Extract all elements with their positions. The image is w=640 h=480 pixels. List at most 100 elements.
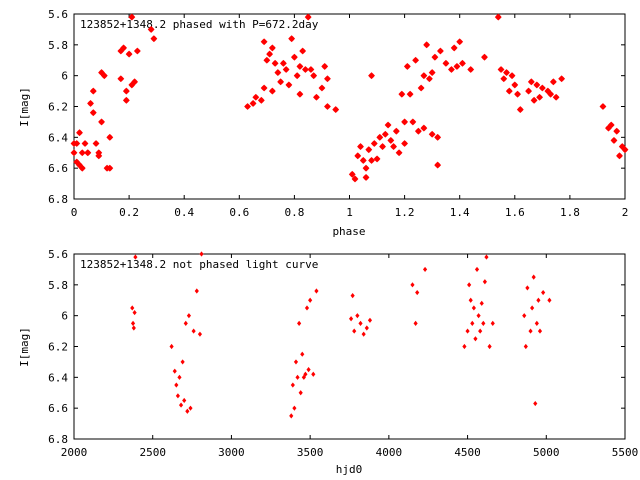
phased-xtick-label: 1.8	[560, 206, 580, 219]
phased-data-point	[268, 44, 276, 52]
phased-data-point	[530, 96, 538, 104]
phased-plot-frame	[73, 13, 626, 200]
phased-xtick-label: 2	[622, 206, 629, 219]
unphased-data-point	[130, 305, 135, 311]
phased-data-point	[285, 81, 293, 89]
phased-data-point	[257, 96, 265, 104]
unphased-data-point	[174, 382, 179, 388]
phased-data-point	[81, 140, 89, 147]
phased-y-axis-label: I[mag]	[18, 87, 31, 127]
unphased-data-point	[175, 393, 180, 399]
phased-data-point	[503, 69, 510, 76]
phased-data-point	[379, 143, 386, 150]
unphased-ytick-label: 6.8	[48, 433, 68, 446]
phased-data-point	[304, 13, 312, 21]
phased-xtick-label: 1.2	[395, 206, 415, 219]
phased-data-point	[456, 38, 464, 46]
phased-data-point	[260, 84, 268, 92]
unphased-data-point	[534, 320, 539, 326]
phased-data-points	[70, 13, 629, 183]
phased-data-point	[106, 164, 114, 172]
unphased-xtick-label: 5000	[533, 446, 560, 459]
phased-data-point	[313, 93, 320, 101]
unphased-data-point	[490, 320, 495, 326]
phased-data-point	[370, 140, 378, 147]
phased-data-point	[122, 96, 130, 104]
unphased-data-point	[131, 325, 136, 331]
unphased-data-point	[537, 328, 543, 334]
unphased-xtick-label: 3500	[297, 446, 324, 459]
phased-data-point	[549, 78, 557, 86]
phased-ytick-label: 6.2	[48, 101, 68, 114]
phased-data-point	[448, 66, 455, 73]
unphased-x-axis-label: hjd0	[336, 463, 363, 476]
phased-data-point	[431, 53, 439, 61]
phased-data-point	[84, 149, 92, 157]
phased-data-point	[500, 75, 508, 83]
phased-light-curve-chart: 123852+1348.2 phased with P=672.2day 5.6…	[18, 8, 629, 238]
unphased-data-point	[547, 297, 552, 303]
unphased-ytick-label: 6.2	[48, 341, 68, 354]
phased-data-point	[481, 53, 488, 61]
phased-data-point	[368, 72, 375, 80]
phased-xtick-label: 0.2	[119, 206, 139, 219]
phased-data-point	[302, 66, 309, 73]
phased-data-point	[324, 75, 331, 83]
unphased-data-point	[132, 309, 137, 316]
unphased-data-point	[180, 359, 185, 365]
phased-data-point	[282, 66, 290, 73]
phased-data-point	[514, 90, 521, 98]
unphased-data-point	[130, 320, 136, 326]
phased-data-point	[291, 53, 298, 61]
phased-x-axis: 0 0.2 0.4 0.6 0.8 1 1.2 1.4 1.6 1.8 2	[71, 14, 629, 219]
phased-data-point	[538, 84, 546, 92]
phased-data-point	[621, 146, 629, 154]
phased-data-point	[497, 66, 505, 73]
unphased-data-point	[533, 400, 538, 407]
unphased-data-point	[462, 343, 467, 350]
unphased-xtick-label: 5500	[612, 446, 639, 459]
unphased-data-points	[130, 251, 552, 419]
unphased-data-point	[304, 305, 310, 311]
phased-data-point	[434, 161, 442, 169]
unphased-data-point	[415, 289, 420, 296]
phased-data-point	[533, 81, 541, 89]
phased-data-point	[426, 75, 433, 83]
unphased-data-point	[482, 279, 487, 285]
phased-data-point	[293, 72, 301, 80]
phased-data-point	[527, 78, 535, 86]
phased-ytick-label: 5.8	[48, 39, 68, 52]
phased-data-point	[428, 69, 436, 76]
phased-data-point	[307, 66, 315, 73]
unphased-data-point	[183, 320, 188, 326]
unphased-data-point	[133, 254, 138, 260]
unphased-xtick-label: 2500	[139, 446, 166, 459]
phased-data-point	[362, 164, 370, 172]
unphased-data-point	[308, 297, 313, 303]
unphased-data-point	[410, 282, 415, 288]
phased-data-point	[277, 78, 285, 86]
phased-data-point	[607, 121, 615, 129]
phased-data-point	[508, 72, 516, 80]
phased-data-point	[324, 103, 331, 110]
phased-data-point	[150, 35, 158, 43]
phased-data-point	[365, 146, 373, 154]
phased-data-point	[384, 121, 392, 129]
phased-data-point	[288, 35, 296, 43]
phased-data-point	[403, 63, 411, 70]
unphased-data-point	[473, 336, 478, 342]
unphased-data-point	[530, 305, 535, 311]
unphased-ytick-label: 5.6	[48, 248, 68, 261]
phased-data-point	[398, 90, 406, 98]
unphased-data-point	[364, 325, 369, 331]
phased-data-point	[296, 90, 304, 98]
phased-data-point	[406, 90, 414, 98]
phased-data-point	[610, 137, 618, 144]
phased-data-point	[351, 175, 359, 183]
phased-data-point	[395, 149, 403, 157]
phased-data-point	[387, 137, 395, 144]
unphased-data-point	[413, 320, 418, 326]
phased-data-point	[467, 66, 475, 73]
unphased-plot-frame	[73, 253, 626, 440]
phased-ytick-label: 6.8	[48, 193, 68, 206]
